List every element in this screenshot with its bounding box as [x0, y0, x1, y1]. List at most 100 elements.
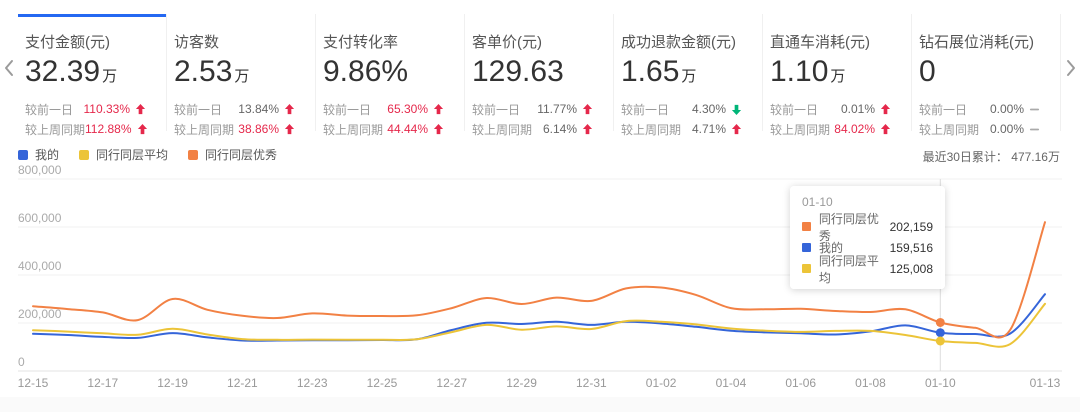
trend-up-icon [135, 103, 146, 115]
x-axis-label: 12-29 [506, 376, 537, 390]
trend-up-icon [731, 123, 742, 135]
tooltip-series-name: 同行同层平均 [818, 253, 879, 285]
metric-title: 直通车消耗(元) [770, 34, 870, 51]
summary-value: 477.16万 [1011, 150, 1060, 164]
metric-value: 2.53 万 [174, 55, 295, 89]
summary-label: 最近30日累计： [922, 150, 1008, 164]
metric-compare-row: 较前一日 11.77% [472, 99, 593, 119]
tooltip-row-peer-avg: 同行同层平均 125,008 [802, 254, 933, 285]
trend-up-icon [433, 103, 444, 115]
metric-number: 1.10 [770, 55, 829, 88]
metric-compare-row: 较上周同期 4.71% [621, 119, 742, 139]
metric-number: 2.53 [174, 55, 233, 88]
tooltip-series-name: 同行同层优秀 [818, 211, 879, 243]
metric-number: 129.63 [472, 55, 564, 88]
compare-value: 4.30% [691, 102, 726, 116]
metric-compare-row: 较前一日 0.01% [770, 99, 891, 119]
legend-item-mine[interactable]: 我的 [18, 146, 59, 163]
carousel-next-button[interactable] [1064, 58, 1078, 82]
metric-value: 1.65 万 [621, 55, 742, 89]
metric-compare-row: 较上周同期 0.00% [919, 119, 1040, 139]
x-axis-label: 12-27 [436, 376, 468, 390]
compare-label: 较前一日 [323, 102, 372, 117]
y-axis-label: 0 [18, 355, 25, 369]
y-axis-label: 800,000 [18, 163, 62, 177]
x-axis-label: 01-02 [645, 376, 677, 390]
metric-card-diamond-cost[interactable]: 钻石展位消耗(元) 0 较前一日 0.00% 较上周同期 0.00% [912, 14, 1061, 137]
compare-label: 较上周同期 [621, 122, 682, 137]
metric-card-conversion-rate[interactable]: 支付转化率 9.86% 较前一日 65.30% 较上周同期 44.44% [316, 14, 465, 137]
compare-label: 较上周同期 [472, 122, 533, 137]
compare-label: 较上周同期 [323, 122, 384, 137]
trend-up-icon [880, 123, 891, 135]
compare-label: 较前一日 [621, 102, 670, 117]
metric-number: 9.86% [323, 55, 409, 88]
trend-up-icon [284, 123, 295, 135]
compare-value: 11.77% [537, 102, 577, 116]
trend-down-icon [731, 104, 742, 115]
legend-item-peer-top[interactable]: 同行同层优秀 [188, 146, 277, 163]
metric-title: 钻石展位消耗(元) [919, 34, 1034, 51]
trend-up-icon [582, 103, 593, 115]
metric-card-avg-order-value[interactable]: 客单价(元) 129.63 较前一日 11.77% 较上周同期 6.14% [465, 14, 614, 137]
metric-value: 129.63 [472, 55, 593, 89]
compare-label: 较前一日 [770, 102, 819, 117]
tooltip-series-value: 159,516 [889, 240, 933, 255]
metric-card-refund-amount[interactable]: 成功退款金额(元) 1.65 万较前一日 4.30% 较上周同期 4.71% [614, 14, 763, 137]
trend-up-icon [582, 123, 593, 135]
x-axis-label: 12-25 [366, 376, 398, 390]
tooltip-series-value: 202,159 [889, 219, 933, 234]
y-axis-label: 200,000 [18, 307, 62, 321]
line-series-peer-top [32, 221, 1046, 339]
tooltip-swatch-icon [802, 264, 811, 273]
compare-label: 较上周同期 [919, 122, 980, 137]
metric-title: 成功退款金额(元) [621, 34, 736, 51]
metric-compare-row: 较上周同期 44.44% [323, 119, 444, 139]
metric-title: 支付金额(元) [25, 34, 110, 51]
metric-number: 0 [919, 55, 936, 88]
legend-label: 同行同层平均 [96, 148, 169, 162]
legend-item-peer-avg[interactable]: 同行同层平均 [79, 146, 168, 163]
metric-card-payment-amount[interactable]: 支付金额(元) 32.39 万较前一日 110.33% 较上周同期 112.88% [18, 14, 167, 137]
compare-value: 65.30% [387, 102, 428, 116]
compare-value: 0.00% [989, 102, 1024, 116]
metric-compare-row: 较前一日 65.30% [323, 99, 444, 119]
trend-up-icon [137, 123, 148, 135]
x-axis-label: 12-21 [227, 376, 258, 390]
metric-compare-row: 较前一日 110.33% [25, 99, 146, 119]
metric-compare-row: 较上周同期 6.14% [472, 119, 593, 139]
compare-label: 较前一日 [25, 102, 74, 117]
metric-unit: 万 [681, 68, 697, 85]
metric-value: 32.39 万 [25, 55, 146, 89]
trend-up-icon [433, 123, 444, 135]
tooltip-series-name: 我的 [819, 241, 844, 255]
compare-value: 13.84% [238, 102, 279, 116]
metric-card-ztc-cost[interactable]: 直通车消耗(元) 1.10 万较前一日 0.01% 较上周同期 84.02% [763, 14, 912, 137]
x-axis-label: 12-15 [17, 376, 49, 390]
tooltip-series-value: 125,008 [889, 261, 933, 276]
trend-flat-icon [1029, 124, 1040, 135]
metric-title: 支付转化率 [323, 34, 399, 51]
summary-total: 最近30日累计： 477.16万 [923, 148, 1060, 165]
metric-value: 1.10 万 [770, 55, 891, 89]
metric-title: 访客数 [174, 34, 220, 51]
metric-card-visitors[interactable]: 访客数 2.53 万较前一日 13.84% 较上周同期 38.86% [167, 14, 316, 137]
tooltip-swatch-icon [802, 243, 811, 252]
x-axis-label: 01-06 [785, 376, 817, 390]
trend-up-icon [880, 103, 891, 115]
hover-dot-peer-avg [935, 336, 945, 346]
compare-value: 38.86% [238, 122, 279, 136]
metric-number: 32.39 [25, 55, 101, 88]
compare-value: 110.33% [83, 102, 130, 116]
line-series-peer-avg [32, 302, 1046, 348]
metric-compare-row: 较前一日 13.84% [174, 99, 295, 119]
carousel-prev-button[interactable] [2, 58, 16, 82]
tooltip-date: 01-10 [802, 195, 833, 209]
metric-card-row: 支付金额(元) 32.39 万较前一日 110.33% 较上周同期 112.88% 访客数 2… [18, 14, 1061, 137]
legend-swatch-icon [79, 149, 90, 160]
chart-legend: 我的 同行同层平均 同行同层优秀 [18, 146, 297, 163]
legend-swatch-icon [18, 149, 28, 160]
tooltip-row-peer-top: 同行同层优秀 202,159 [802, 212, 933, 243]
metric-compare-row: 较前一日 0.00% [919, 99, 1040, 119]
legend-swatch-icon [188, 149, 199, 160]
